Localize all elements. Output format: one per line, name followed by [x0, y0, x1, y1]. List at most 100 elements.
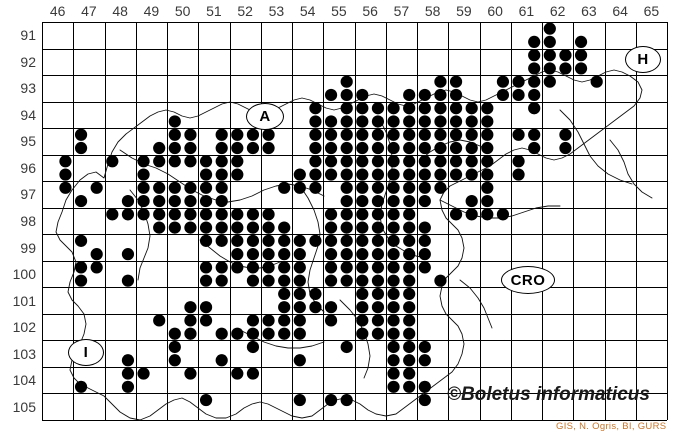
occurrence-dot [574, 49, 588, 62]
occurrence-dot [387, 208, 400, 221]
occurrence-dot [262, 261, 275, 274]
col-label-65: 65 [643, 3, 660, 19]
occurrence-dot [418, 194, 431, 208]
occurrence-dot [90, 181, 103, 194]
occurrence-dot [262, 327, 275, 340]
col-label-50: 50 [174, 3, 191, 19]
occurrence-dot [481, 194, 494, 208]
occurrence-dot [528, 88, 541, 102]
occurrence-dot [293, 287, 306, 301]
occurrence-dot [74, 261, 88, 274]
occurrence-dot [481, 181, 494, 194]
occurrence-dot [449, 75, 463, 88]
row-label-97: 97 [20, 186, 36, 203]
occurrence-dot [153, 181, 166, 194]
col-label-55: 55 [331, 3, 347, 19]
occurrence-dot [387, 380, 400, 393]
occurrence-dot [168, 208, 181, 221]
occurrence-dot [231, 234, 244, 247]
occurrence-dot [121, 248, 135, 261]
occurrence-dot [278, 248, 291, 261]
occurrence-dot [371, 301, 385, 314]
occurrence-dot [590, 75, 603, 88]
occurrence-dot [371, 168, 385, 181]
occurrence-dot [387, 248, 400, 261]
occurrence-dot [371, 287, 385, 301]
occurrence-dot [403, 314, 416, 327]
occurrence-dot [434, 155, 447, 168]
occurrence-dot [434, 88, 447, 102]
occurrence-dot [199, 393, 213, 407]
occurrence-dot [246, 340, 260, 354]
occurrence-dot [153, 314, 166, 327]
occurrence-dot [324, 141, 338, 155]
occurrence-dot [246, 314, 260, 327]
occurrence-dot [168, 128, 181, 141]
occurrence-dot [387, 155, 400, 168]
occurrence-dot [387, 181, 400, 194]
occurrence-dot [246, 208, 260, 221]
occurrence-dot [74, 234, 88, 247]
occurrence-dot [137, 168, 150, 181]
occurrence-dot [371, 221, 385, 234]
occurrence-dot [403, 354, 416, 367]
occurrence-dot [278, 221, 291, 234]
occurrence-dot [293, 234, 306, 247]
occurrence-dot [215, 208, 228, 221]
occurrence-dot [418, 102, 431, 115]
occurrence-dot [512, 75, 525, 88]
occurrence-dot [434, 274, 447, 287]
occurrence-dot [293, 168, 306, 181]
occurrence-dot [387, 340, 400, 354]
row-label-93: 93 [20, 80, 36, 97]
occurrence-dot [262, 248, 275, 261]
occurrence-dot [168, 181, 181, 194]
occurrence-dot [324, 128, 338, 141]
row-label-98: 98 [20, 212, 36, 229]
occurrence-dot [74, 380, 88, 393]
occurrence-dot [340, 340, 353, 354]
occurrence-dot [309, 287, 322, 301]
occurrence-dot [356, 194, 369, 208]
river-line-9 [419, 139, 491, 161]
occurrence-dot [293, 261, 306, 274]
occurrence-dot [121, 354, 135, 367]
occurrence-dot [293, 393, 306, 407]
occurrence-dot [403, 248, 416, 261]
occurrence-dot [309, 301, 322, 314]
occurrence-dot [434, 75, 447, 88]
occurrence-dot [59, 155, 72, 168]
occurrence-dot [340, 393, 353, 407]
occurrence-dot [324, 301, 338, 314]
occurrence-dot [449, 208, 463, 221]
occurrence-dot [356, 221, 369, 234]
occurrence-dot [199, 155, 213, 168]
occurrence-dot [356, 208, 369, 221]
col-label-48: 48 [112, 3, 128, 19]
col-label-56: 56 [362, 3, 378, 19]
occurrence-dot [246, 234, 260, 247]
col-label-47: 47 [81, 3, 97, 19]
occurrence-dot [262, 221, 275, 234]
occurrence-dot [278, 287, 291, 301]
occurrence-dot [278, 314, 291, 327]
row-label-91: 91 [20, 27, 36, 44]
occurrence-dot [74, 274, 88, 287]
occurrence-dot [512, 155, 525, 168]
occurrence-dot [371, 141, 385, 155]
occurrence-dot [324, 261, 338, 274]
row-label-96: 96 [20, 159, 36, 176]
occurrence-dot [324, 115, 338, 128]
occurrence-dot [340, 221, 353, 234]
occurrence-dot [481, 128, 494, 141]
occurrence-dot [356, 261, 369, 274]
occurrence-dot [371, 128, 385, 141]
col-label-53: 53 [268, 3, 285, 19]
occurrence-dot [215, 274, 228, 287]
occurrence-dot [199, 314, 213, 327]
occurrence-dot [559, 141, 572, 155]
occurrence-dot [418, 354, 431, 367]
occurrence-dot [528, 102, 541, 115]
occurrence-dot [403, 380, 416, 393]
